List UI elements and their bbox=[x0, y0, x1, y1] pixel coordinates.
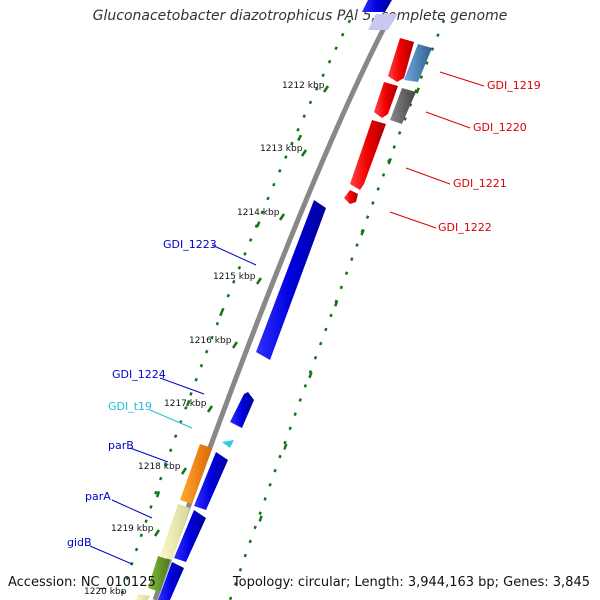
label-GDI_1220: GDI_1220 bbox=[473, 121, 527, 134]
gene-GDI_1219 bbox=[388, 38, 414, 82]
label-GDI_1222: GDI_1222 bbox=[438, 221, 492, 234]
gene-GDI_1222 bbox=[344, 190, 358, 204]
gene-top-blue bbox=[362, 0, 392, 12]
tick-label-1218: 1218 kbp bbox=[138, 462, 181, 472]
trna-GDI_t19 bbox=[222, 440, 234, 448]
gene-GDI_1223 bbox=[256, 200, 326, 360]
gene-GDI_1224 bbox=[230, 392, 254, 428]
gene-GDI_1220-companion bbox=[390, 88, 416, 124]
tick-label-1212: 1212 kbp bbox=[282, 81, 325, 91]
gc-inner-dashes bbox=[148, 99, 322, 521]
gene-GDI_1220 bbox=[374, 82, 398, 118]
leader-GDI_t19 bbox=[149, 409, 193, 429]
gene-parB-companion bbox=[194, 452, 228, 510]
gene-GDI_1219-companion bbox=[404, 44, 432, 82]
leader-GDI_1223 bbox=[211, 244, 257, 266]
leader-GDI_1224 bbox=[159, 377, 205, 395]
tick-label-1220: 1220 kbp bbox=[84, 587, 127, 597]
label-GDI_1224: GDI_1224 bbox=[112, 368, 166, 381]
label-GDI_1219: GDI_1219 bbox=[487, 79, 541, 92]
tick-label-1219: 1219 kbp bbox=[111, 524, 154, 534]
label-GDI_1221: GDI_1221 bbox=[453, 177, 507, 190]
label-GDI_t19: GDI_t19 bbox=[108, 400, 152, 413]
gene-parA bbox=[160, 504, 190, 560]
kbp-tick-marks bbox=[153, 85, 330, 537]
label-parB: parB bbox=[108, 439, 134, 452]
leader-GDI_1220 bbox=[425, 111, 471, 129]
gene-parB bbox=[180, 444, 212, 504]
leader-parB bbox=[129, 447, 169, 463]
gene-top-lavender bbox=[368, 14, 398, 30]
map-title: Gluconacetobacter diazotrophicus PAl 5, … bbox=[92, 8, 508, 24]
leader-parA bbox=[111, 499, 153, 519]
leader-GDI_1221 bbox=[405, 167, 451, 185]
label-GDI_1223: GDI_1223 bbox=[163, 238, 217, 251]
accession-text: Accession: NC_010125 bbox=[8, 575, 156, 590]
gene-gidB-companion bbox=[158, 562, 184, 600]
gene-gidB bbox=[148, 556, 170, 592]
label-gidB: gidB bbox=[67, 536, 92, 549]
leader-gidB bbox=[89, 545, 133, 565]
tick-label-1215: 1215 kbp bbox=[213, 272, 256, 282]
tick-label-1217: 1217 kbp bbox=[164, 399, 207, 409]
gene-bottom-yellow bbox=[136, 594, 150, 600]
leader-GDI_1219 bbox=[439, 71, 485, 87]
tick-label-1216: 1216 kbp bbox=[189, 336, 232, 346]
genome-backbone bbox=[152, 18, 391, 600]
leader-GDI_1222 bbox=[389, 211, 437, 229]
gene-parA-companion bbox=[174, 510, 206, 562]
gene-GDI_1221 bbox=[350, 120, 386, 190]
label-parA: parA bbox=[85, 490, 111, 503]
gc-skew-track-inner bbox=[118, 19, 352, 600]
tick-label-1214: 1214 kbp bbox=[237, 208, 280, 218]
tick-label-1213: 1213 kbp bbox=[260, 144, 303, 154]
topology-text: Topology: circular; Length: 3,944,163 bp… bbox=[232, 575, 590, 590]
